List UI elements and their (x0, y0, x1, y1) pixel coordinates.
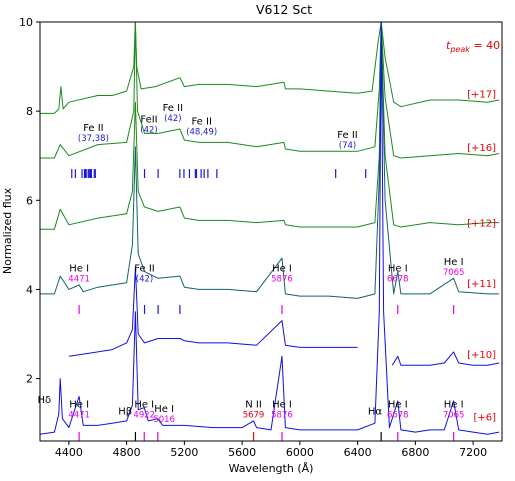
t-peak-annotation: tpeak = 40 (446, 39, 500, 54)
x-tick-label: 6000 (286, 446, 314, 459)
line-id-sublabel: 7065 (443, 411, 465, 421)
offset-labels: [+17] [+16] [+12] [+11] [+10] [+6] (467, 89, 496, 423)
line-id-label: He I (272, 400, 292, 411)
line-id-sublabel: (42) (164, 114, 181, 124)
line-id-sublabel: (48,49) (186, 128, 217, 138)
line-id-label: FeII (140, 114, 157, 125)
spectrum-line (391, 351, 500, 366)
line-id-sublabel: 6678 (387, 275, 409, 285)
line-id-label: Hβ (118, 406, 132, 417)
offset-label: [+16] (467, 143, 496, 154)
x-tick-label: 7200 (459, 446, 487, 459)
y-tick-label: 2 (26, 373, 33, 386)
line-id-sublabel: 5876 (271, 411, 293, 421)
y-tick-label: 4 (26, 283, 33, 296)
x-tick-label: 6400 (344, 446, 372, 459)
line-id-labels: Fe II(37,38)FeII(42)Fe II(42) Fe II(48,49… (38, 103, 465, 425)
offset-label: [+12] (467, 219, 496, 230)
spectrum-line (40, 21, 500, 159)
line-id-sublabel: 5876 (271, 275, 293, 285)
line-id-label: He I (69, 400, 89, 411)
line-id-label: Fe II (337, 130, 357, 141)
x-tick-label: 4800 (113, 446, 141, 459)
x-tick-label: 6800 (401, 446, 429, 459)
line-id-label: Fe II (83, 123, 103, 134)
line-id-sublabel: (42) (140, 125, 157, 135)
line-id-label: Hδ (38, 395, 52, 406)
spectrum-lines (39, 21, 500, 435)
line-id-label: He I (69, 264, 89, 275)
x-tick-label: 5200 (170, 446, 198, 459)
offset-label: [+17] (467, 89, 496, 100)
x-tick-label: 4400 (55, 446, 83, 459)
line-id-label: He I (444, 400, 464, 411)
y-axis: 2 4 6 8 10 (19, 16, 40, 386)
line-id-label: Hα (368, 406, 383, 417)
line-id-label: He I (154, 404, 174, 415)
line-id-markers (71, 169, 455, 441)
line-id-sublabel: (74) (339, 141, 356, 151)
spectrum-line (39, 21, 500, 435)
line-id-label: He I (134, 400, 154, 411)
y-tick-label: 6 (26, 194, 33, 207)
y-axis-label: Normalized flux (1, 187, 14, 274)
line-id-sublabel: 5016 (153, 415, 175, 425)
line-id-label: He I (388, 400, 408, 411)
line-id-sublabel: 7065 (443, 268, 465, 278)
line-id-sublabel: 5679 (243, 411, 265, 421)
line-id-sublabel: (42) (136, 275, 153, 285)
plot-frame (39, 21, 503, 442)
x-axis-label: Wavelength (Å) (229, 462, 314, 475)
spectrum-line (68, 266, 358, 357)
line-id-label: Fe II (191, 117, 211, 128)
line-id-sublabel: 6678 (387, 411, 409, 421)
x-tick-label: 5600 (228, 446, 256, 459)
offset-label: [+11] (467, 279, 496, 290)
x-axis: 4400 4800 5200 5600 6000 6400 6800 7200 (55, 441, 487, 459)
chart-title: V612 Sct (256, 2, 312, 17)
spectrum-line (40, 21, 500, 299)
line-id-sublabel: 4471 (68, 411, 90, 421)
line-id-label: He I (444, 257, 464, 268)
line-id-label: N II (245, 400, 262, 411)
offset-label: [+6] (473, 412, 496, 423)
line-id-sublabel: 4922 (133, 411, 155, 421)
line-id-label: Fe II (134, 264, 154, 275)
line-id-label: He I (388, 264, 408, 275)
line-id-sublabel: 4471 (68, 275, 90, 285)
offset-label: [+10] (467, 350, 496, 361)
spectrum-line (40, 21, 500, 114)
line-id-sublabel: (37,38) (78, 134, 109, 144)
spectrum-line (40, 21, 500, 230)
y-tick-label: 8 (26, 105, 33, 118)
y-tick-label: 10 (19, 16, 33, 29)
line-id-label: He I (272, 264, 292, 275)
line-id-label: Fe II (163, 103, 183, 114)
